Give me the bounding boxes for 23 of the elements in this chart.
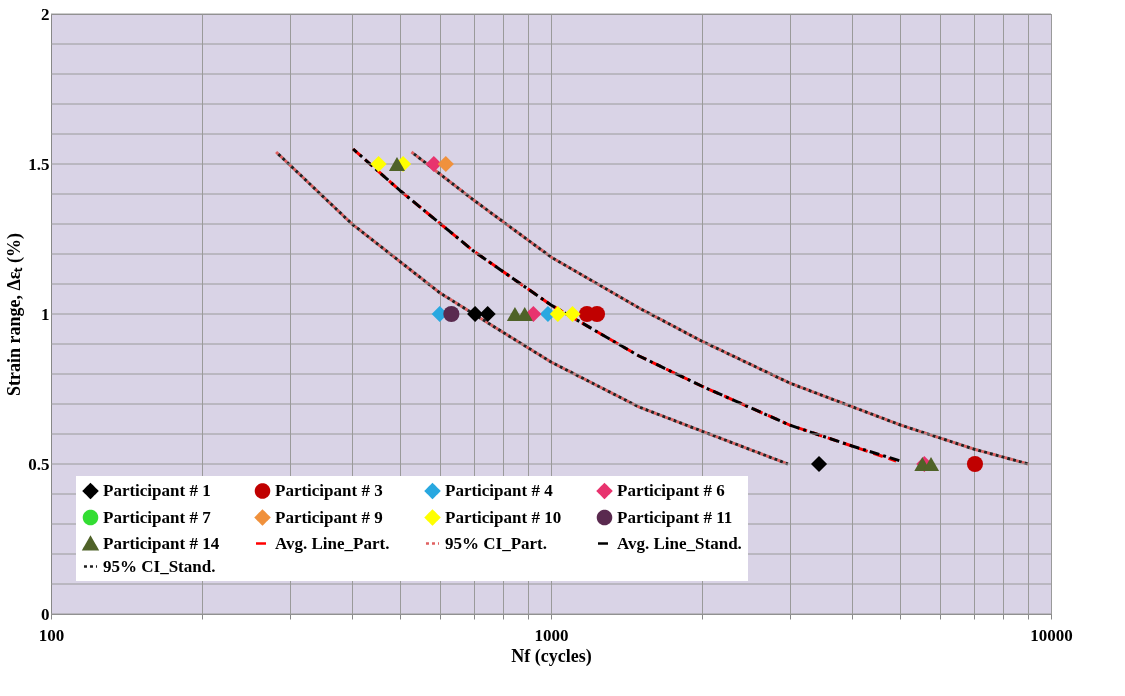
x-axis-title: Nf (cycles) (511, 645, 592, 667)
x-tick-label: 1000 (534, 625, 569, 645)
legend-label: Participant # 4 (445, 480, 554, 500)
legend-label: Avg. Line_Part. (275, 533, 390, 553)
legend-label: Avg. Line_Stand. (617, 533, 742, 553)
x-tick-label: 10000 (1030, 625, 1073, 645)
legend-label: Participant # 14 (103, 533, 220, 553)
legend-label: Participant # 10 (445, 507, 562, 527)
y-tick-label: 0 (41, 604, 50, 624)
y-tick-label: 0.5 (28, 454, 50, 474)
x-tick-label: 100 (38, 625, 65, 645)
y-tick-label: 1 (41, 304, 50, 324)
legend-label: Participant # 7 (103, 507, 212, 527)
legend-label: 95% CI_Stand. (103, 556, 216, 576)
legend-label: Participant # 3 (275, 480, 383, 500)
y-tick-label: 2 (41, 4, 50, 24)
legend-label: Participant # 9 (275, 507, 383, 527)
legend-label: 95% CI_Part. (445, 533, 547, 553)
y-axis-title: Strain range, Δεₜ (%) (4, 233, 26, 396)
y-tick-label: 1.5 (28, 154, 50, 174)
legend-label: Participant # 1 (103, 480, 211, 500)
legend-label: Participant # 6 (617, 480, 725, 500)
legend-label: Participant # 11 (617, 507, 733, 527)
